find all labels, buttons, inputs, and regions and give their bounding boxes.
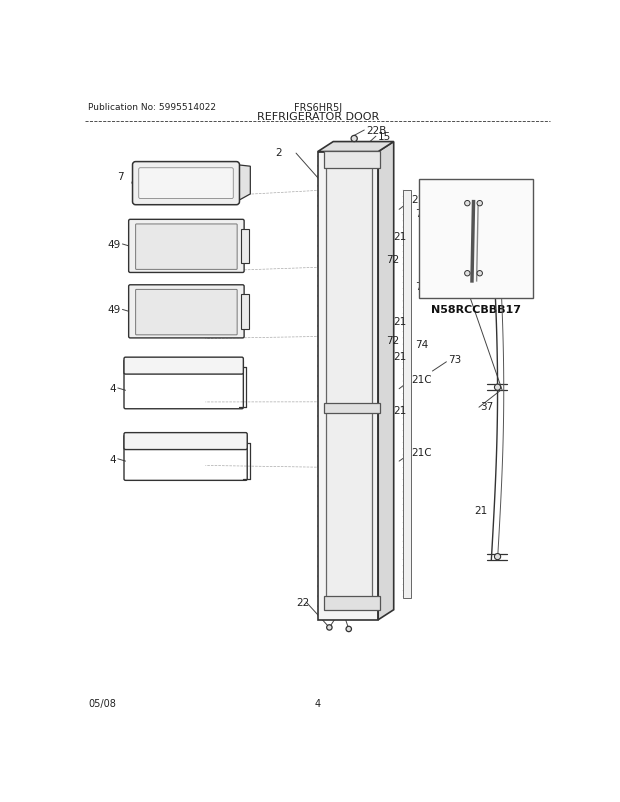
- FancyBboxPatch shape: [136, 225, 237, 270]
- Bar: [241, 294, 249, 330]
- Text: N58RCCBBB17: N58RCCBBB17: [431, 304, 521, 314]
- Text: 21: 21: [394, 405, 407, 415]
- Text: 79: 79: [489, 269, 500, 278]
- Text: 21C: 21C: [410, 375, 432, 384]
- Text: 73: 73: [448, 201, 461, 211]
- FancyBboxPatch shape: [124, 358, 243, 375]
- Polygon shape: [236, 165, 250, 202]
- FancyBboxPatch shape: [136, 290, 237, 335]
- Circle shape: [477, 201, 482, 207]
- Text: 21: 21: [394, 351, 407, 361]
- Text: 21A: 21A: [342, 602, 363, 611]
- Bar: [324, 403, 379, 414]
- Text: 22: 22: [296, 597, 309, 607]
- Bar: [326, 166, 372, 606]
- Text: 72: 72: [386, 255, 399, 265]
- Text: 22B: 22B: [366, 126, 386, 136]
- Text: 4: 4: [110, 454, 117, 464]
- Text: FRS6HR5J: FRS6HR5J: [294, 103, 342, 113]
- Circle shape: [351, 136, 357, 143]
- Bar: [324, 596, 379, 610]
- Bar: [324, 152, 379, 168]
- Text: Publication No: 5995514022: Publication No: 5995514022: [88, 103, 216, 112]
- Circle shape: [495, 216, 501, 221]
- Text: 2: 2: [275, 148, 281, 157]
- Text: 13: 13: [354, 587, 368, 597]
- Text: 72: 72: [386, 336, 399, 346]
- Text: 74: 74: [415, 282, 428, 292]
- Text: 18: 18: [462, 263, 475, 273]
- Text: 74: 74: [415, 209, 428, 219]
- Text: 4: 4: [110, 383, 117, 394]
- Text: 15: 15: [378, 132, 391, 142]
- Text: 4: 4: [315, 698, 321, 708]
- Text: 21C: 21C: [410, 195, 432, 205]
- Text: 80: 80: [449, 198, 459, 207]
- Circle shape: [495, 385, 501, 391]
- Text: REFRIGERATOR DOOR: REFRIGERATOR DOOR: [257, 112, 379, 122]
- Polygon shape: [317, 143, 394, 152]
- Polygon shape: [378, 143, 394, 620]
- Text: 80: 80: [449, 269, 459, 278]
- Text: 79: 79: [489, 202, 500, 212]
- Circle shape: [346, 626, 352, 632]
- Text: 74: 74: [415, 339, 428, 350]
- Circle shape: [464, 201, 470, 207]
- Circle shape: [495, 554, 501, 560]
- Text: 7: 7: [117, 172, 124, 182]
- Text: 21: 21: [474, 505, 487, 515]
- Bar: [418, 180, 533, 298]
- Text: Stainless Handle: Stainless Handle: [438, 181, 513, 190]
- FancyBboxPatch shape: [129, 220, 244, 273]
- Text: 37: 37: [480, 401, 494, 411]
- Circle shape: [477, 271, 482, 277]
- Circle shape: [327, 625, 332, 630]
- Text: 21: 21: [394, 317, 407, 326]
- Bar: [317, 152, 378, 620]
- Circle shape: [464, 271, 470, 277]
- Text: 73: 73: [448, 278, 461, 288]
- Text: 49: 49: [108, 240, 121, 249]
- Text: 21: 21: [394, 232, 407, 242]
- FancyBboxPatch shape: [139, 168, 233, 199]
- FancyBboxPatch shape: [124, 433, 247, 450]
- FancyBboxPatch shape: [129, 286, 244, 338]
- Text: 73: 73: [448, 355, 461, 365]
- Text: 21C: 21C: [410, 448, 432, 457]
- Bar: [403, 191, 410, 598]
- Text: 18: 18: [489, 235, 500, 244]
- Text: 49: 49: [108, 305, 121, 315]
- Bar: [241, 229, 249, 264]
- FancyBboxPatch shape: [133, 162, 239, 205]
- Text: 05/08: 05/08: [88, 698, 116, 708]
